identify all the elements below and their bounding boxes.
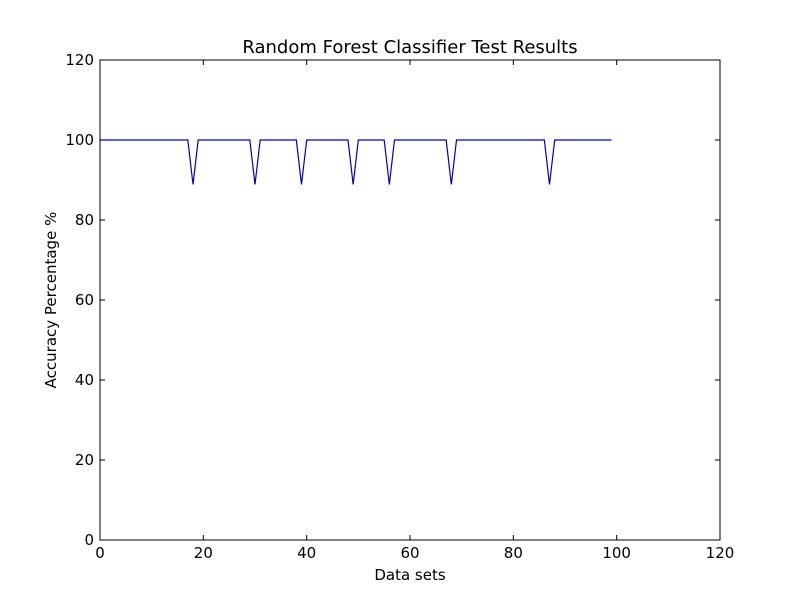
x-tick-label: 20	[194, 544, 213, 562]
plot-frame	[99, 59, 721, 541]
x-tick-label: 40	[297, 544, 316, 562]
y-tick-label: 40	[75, 371, 94, 389]
x-tick-label: 100	[602, 544, 631, 562]
y-tick-label: 60	[75, 291, 94, 309]
x-tick-label: 0	[95, 544, 105, 562]
y-tick-label: 120	[65, 51, 94, 69]
y-tick-label: 0	[84, 531, 94, 549]
accuracy-line	[100, 139, 612, 185]
y-tick-labels: 0 20 40 60 80 100 120	[65, 51, 94, 549]
y-tick-label: 100	[65, 131, 94, 149]
x-tick-label: 60	[400, 544, 419, 562]
series-layer	[100, 139, 612, 185]
y-tick-label: 20	[75, 451, 94, 469]
plot-area	[100, 60, 720, 540]
chart-title: Random Forest Classifier Test Results	[242, 37, 577, 58]
x-axis-label: Data sets	[374, 566, 446, 584]
x-tick-label: 80	[504, 544, 523, 562]
y-axis-label: Accuracy Percentage %	[42, 212, 60, 389]
y-tick-label: 80	[75, 211, 94, 229]
x-tick-labels: 0 20 40 60 80 100 120	[95, 544, 734, 562]
x-tick-label: 120	[706, 544, 735, 562]
